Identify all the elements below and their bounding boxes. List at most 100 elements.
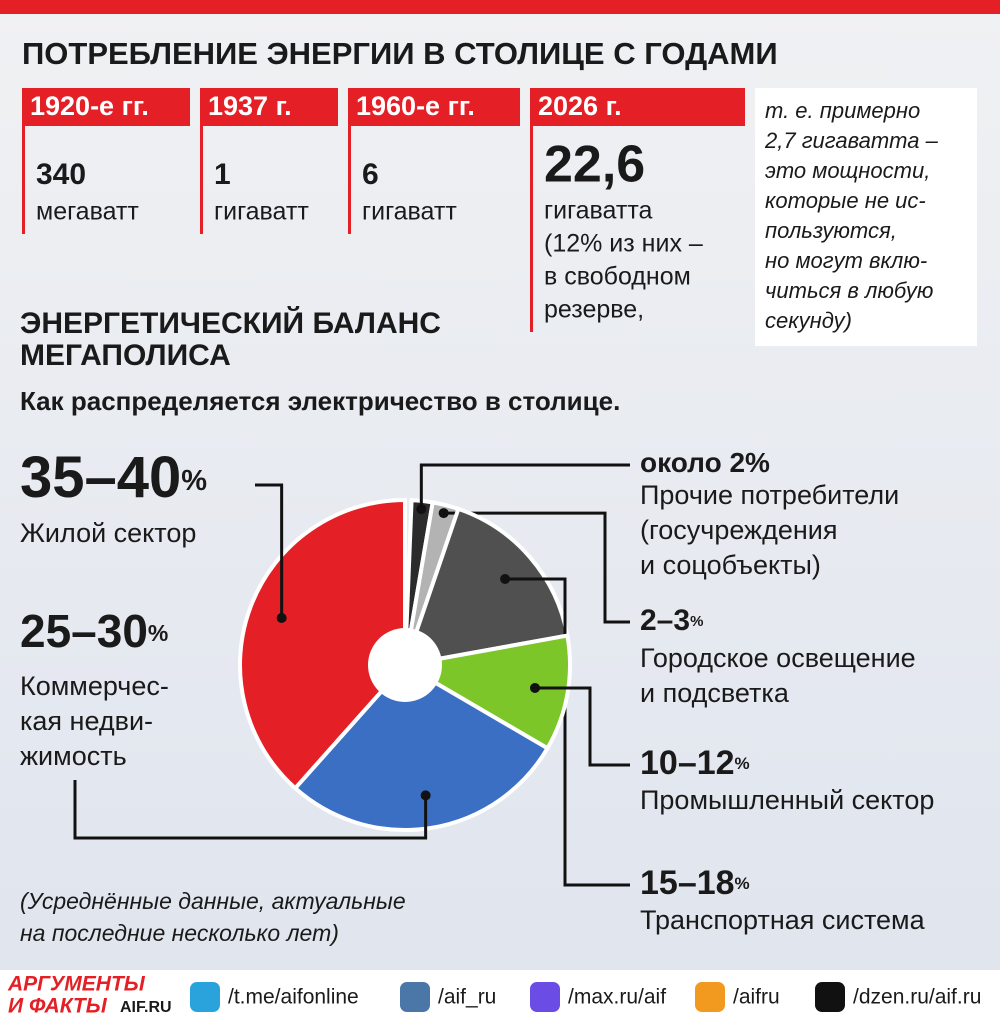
leader-dot: [420, 790, 431, 801]
leader-line: [443, 511, 630, 624]
note-line: т. е. примерно: [765, 98, 920, 123]
link-icon: [530, 982, 560, 1012]
share-name: и подсветка: [640, 678, 790, 708]
note-line: пользуются,: [765, 218, 897, 243]
link[interactable]: /dzen.ru/aif.ru: [853, 986, 981, 1009]
share-unit: %: [690, 613, 703, 630]
share-unit: %: [181, 465, 207, 497]
leader-line: [419, 463, 630, 510]
share-name: Городское освещение: [640, 643, 916, 673]
share-name: (госучреждения: [640, 515, 838, 545]
timeline: 1920-е гг. 340 мегаватт 1937 г. 1 гигаватт 196…: [22, 88, 745, 332]
link-icon: [190, 982, 220, 1012]
period-rule: [22, 126, 25, 234]
period-value: 340: [36, 158, 86, 191]
link-icon: [815, 982, 845, 1012]
period-header: [22, 88, 190, 126]
leader-dot: [276, 613, 287, 624]
section-title: ЭНЕРГЕТИЧЕСКИЙ БАЛАНС: [20, 306, 441, 340]
period: 1920-е гг.: [30, 91, 149, 121]
link-icon: [695, 982, 725, 1012]
share-label: 15–18%: [640, 864, 750, 902]
share-name: Коммерчес-: [20, 671, 169, 701]
share-name: жимость: [20, 741, 127, 771]
share-value: 35–40: [20, 445, 181, 510]
note-box: [755, 88, 977, 346]
social-links: /t.me/aifonline/aif_ru/max.ru/aif/aifru /…: [190, 982, 981, 1012]
period-header: [348, 88, 520, 126]
period-header: [200, 88, 338, 126]
share-value: 25–30: [20, 605, 148, 657]
pie-slice: [292, 662, 551, 832]
share-label: 25–30%: [20, 605, 168, 657]
share-label: 10–12%: [640, 744, 750, 782]
period-unit: резерве,: [544, 296, 644, 324]
period-value: 1: [214, 158, 231, 191]
period-rule: [200, 126, 203, 234]
period: 2026 г.: [538, 91, 622, 121]
section-title: МЕГАПОЛИСА: [20, 339, 231, 372]
side-note: т. е. примерно 2,7 гигаватта – это мощност…: [764, 98, 939, 333]
leader-dot: [500, 573, 511, 584]
logo: И ФАКТЫ: [8, 995, 108, 1018]
note-line: которые не ис-: [765, 188, 926, 213]
note-line: это мощности,: [765, 158, 930, 183]
period-unit: мегаватт: [36, 198, 139, 226]
note-line: 2,7 гигаватта –: [764, 128, 939, 153]
period-unit: в свободном: [544, 263, 691, 291]
link-icon: [400, 982, 430, 1012]
share-unit: %: [735, 754, 750, 773]
period-header: [530, 88, 745, 126]
share-name: кая недви-: [20, 706, 153, 736]
link[interactable]: /aifru: [733, 986, 780, 1009]
subtitle: Как распределяется электричество в столи…: [20, 386, 620, 416]
leader-dot: [529, 682, 540, 693]
link[interactable]: /t.me/aifonline: [228, 986, 359, 1009]
period: 1960-е гг.: [356, 91, 475, 121]
period-rule: [348, 126, 351, 234]
period: 1937 г.: [208, 91, 292, 121]
top-bar: [0, 0, 1000, 14]
period-value: 22,6: [544, 136, 645, 194]
note-line: но могут вклю-: [765, 248, 927, 273]
share-label: 2–3%: [640, 604, 703, 637]
share-unit: %: [735, 874, 750, 893]
pie-slice: [399, 633, 572, 751]
share-value: 2–3: [640, 604, 690, 637]
share-name: Транспортная система: [640, 905, 926, 935]
period-unit: гигаватт: [362, 198, 457, 226]
share-value: 15–18: [640, 864, 735, 902]
share-name: и соцобъекты): [640, 550, 821, 580]
pie-hole: [368, 628, 442, 702]
share-unit: %: [745, 447, 770, 478]
period-rule: [530, 126, 533, 332]
share-label: 35–40%: [20, 445, 207, 510]
share-name: Прочие потребители: [640, 480, 899, 510]
leader-dot: [416, 504, 427, 515]
title: ПОТРЕБЛЕНИЕ ЭНЕРГИИ В СТОЛИЦЕ С ГОДАМИ: [22, 36, 778, 71]
period-unit: (12% из них –: [544, 230, 703, 258]
leader-line: [255, 483, 284, 619]
period-unit: гигаватта: [544, 197, 653, 225]
footnote: на последние несколько лет): [20, 920, 339, 946]
period-unit: гигаватт: [214, 198, 309, 226]
footnote: (Усреднённые данные, актуальные: [20, 888, 406, 914]
leader-line: [534, 686, 630, 767]
pie-chart: около 2%Прочие потребители(госучреждения…: [20, 445, 934, 935]
logo-site: AIF.RU: [120, 999, 172, 1016]
share-name: Жилой сектор: [20, 518, 196, 548]
period-value: 6: [362, 158, 379, 191]
link[interactable]: /max.ru/aif: [568, 986, 666, 1009]
leader-line: [505, 577, 630, 887]
link[interactable]: /aif_ru: [438, 986, 496, 1009]
share-value: около 2: [640, 447, 745, 478]
note-line: секунду): [765, 308, 852, 333]
leader-dot: [438, 508, 449, 519]
share-value: 10–12: [640, 744, 735, 782]
share-unit: %: [148, 620, 168, 646]
note-line: читься в любую: [765, 278, 933, 303]
share-name: Промышленный сектор: [640, 785, 934, 815]
leader-line: [73, 780, 428, 840]
logo: АРГУМЕНТЫ: [7, 973, 146, 996]
